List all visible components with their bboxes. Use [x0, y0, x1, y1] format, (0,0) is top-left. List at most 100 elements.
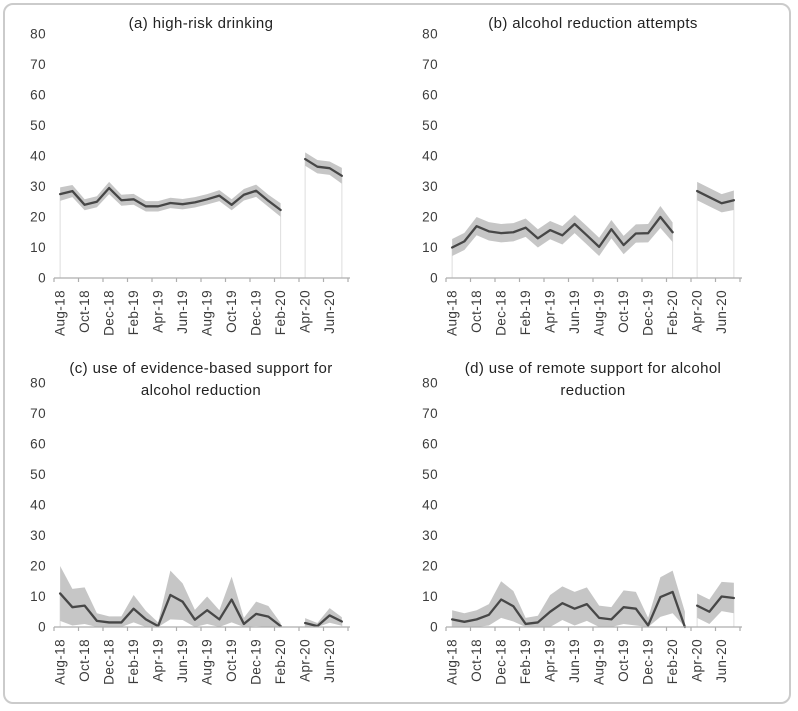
x-axis-tick-label: Aug-19	[200, 290, 215, 336]
y-axis-tick-label: 60	[30, 88, 46, 103]
panel-remote-support: (d) use of remote support for alcohol red…	[398, 355, 790, 704]
x-axis-tick-label: Dec-19	[641, 639, 656, 685]
x-axis-tick-label: Oct-19	[616, 639, 631, 682]
confidence-band	[697, 181, 734, 213]
x-axis-tick-label: Dec-19	[641, 290, 656, 336]
y-axis-tick-label: 70	[422, 406, 438, 421]
y-axis-tick-label: 20	[30, 558, 46, 573]
x-axis-tick-label: Dec-18	[102, 290, 117, 336]
chart-b: (b) alcohol reduction attempts 0 10 20 30 40 5…	[422, 15, 742, 336]
trend-line	[303, 157, 344, 177]
x-axis-tick-label: Oct-18	[77, 290, 92, 333]
trend-line	[58, 186, 282, 212]
panel-title: (d) use of remote support for alcohol	[465, 360, 722, 377]
x-axis-tick-label: Oct-18	[469, 639, 484, 682]
y-axis-tick-label: 80	[422, 375, 438, 390]
x-axis-tick-label: Aug-19	[200, 639, 215, 685]
y-axis-tick-label: 50	[30, 118, 46, 133]
x-axis-tick-label: Feb-19	[518, 290, 533, 335]
trend-line	[58, 591, 282, 627]
y-axis-tick-label: 10	[422, 589, 438, 604]
y-axis-tick-label: 0	[430, 619, 438, 634]
x-axis-tick-label: Aug-19	[592, 639, 607, 685]
y-axis-tick-label: 80	[422, 27, 438, 42]
y-axis-tick-label: 70	[30, 406, 46, 421]
panel-grid: (a) high-risk drinking 0 10 20 30 40 50 60 70 80 A…	[6, 6, 790, 703]
x-axis-tick-label: Dec-19	[249, 639, 264, 685]
x-axis-tick-label: Dec-18	[494, 290, 509, 336]
x-axis-tick-label: Jun-20	[714, 290, 729, 334]
x-axis-tick-label: Feb-20	[665, 639, 680, 684]
x-axis-tick-label: Jun-19	[175, 639, 190, 683]
chart-a: (a) high-risk drinking 0 10 20 30 40 50 60 70 80 A…	[30, 15, 350, 336]
y-axis-tick-label: 0	[430, 271, 438, 286]
chart-d: (d) use of remote support for alcohol red…	[422, 360, 742, 685]
y-axis-tick-label: 30	[30, 528, 46, 543]
panel-title: (b) alcohol reduction attempts	[488, 15, 698, 32]
panel-title: reduction	[560, 382, 625, 399]
y-axis-tick-label: 80	[30, 27, 46, 42]
y-axis-tick-label: 50	[422, 118, 438, 133]
trend-line	[450, 215, 674, 249]
x-axis-tick-label: Dec-19	[249, 290, 264, 336]
x-axis-tick-label: Apr-19	[543, 639, 558, 682]
y-axis-tick-label: 60	[422, 436, 438, 451]
y-axis-tick-label: 20	[30, 210, 46, 225]
y-axis-tick-label: 10	[422, 240, 438, 255]
y-axis-tick-label: 40	[422, 149, 438, 164]
x-axis-tick-label: Apr-20	[690, 639, 705, 682]
x-axis-tick-label: Apr-20	[298, 639, 313, 682]
confidence-band	[452, 570, 685, 627]
y-axis-tick-label: 50	[30, 467, 46, 482]
y-axis-tick-label: 10	[30, 240, 46, 255]
trend-line	[695, 189, 736, 205]
confidence-band	[60, 181, 281, 217]
y-axis-tick-label: 70	[422, 57, 438, 72]
y-axis-tick-label: 30	[422, 179, 438, 194]
x-axis-tick-label: Feb-20	[273, 290, 288, 335]
y-axis-tick-label: 20	[422, 558, 438, 573]
y-axis-tick-label: 30	[422, 528, 438, 543]
y-axis-tick-label: 30	[30, 179, 46, 194]
y-axis-tick-label: 80	[30, 375, 46, 390]
panel-title: (a) high-risk drinking	[129, 15, 274, 32]
confidence-band	[305, 607, 342, 627]
x-axis-tick-label: Dec-18	[102, 639, 117, 685]
y-axis-tick-label: 0	[38, 271, 46, 286]
x-axis-tick-label: Oct-18	[469, 290, 484, 333]
x-axis-tick-label: Oct-19	[224, 639, 239, 682]
x-axis-tick-label: Feb-19	[126, 639, 141, 684]
x-axis-tick-label: Oct-18	[77, 639, 92, 682]
x-axis-tick-label: Aug-18	[53, 639, 68, 685]
x-axis-tick-label: Apr-19	[151, 290, 166, 333]
x-axis-tick-label: Aug-18	[445, 290, 460, 336]
trend-line	[303, 613, 344, 627]
y-axis-tick-label: 20	[422, 210, 438, 225]
x-axis-tick-label: Aug-18	[445, 639, 460, 685]
x-axis-tick-label: Jun-20	[714, 639, 729, 683]
x-axis-tick-label: Feb-19	[518, 639, 533, 684]
x-axis-tick-label: Feb-19	[126, 290, 141, 335]
x-axis-tick-label: Apr-20	[298, 290, 313, 333]
x-axis-tick-label: Jun-20	[322, 290, 337, 334]
y-axis-tick-label: 70	[30, 57, 46, 72]
trend-line	[450, 590, 687, 628]
panel-high-risk-drinking: (a) high-risk drinking 0 10 20 30 40 50 60 70 80 A…	[6, 6, 398, 355]
chart-c: (c) use of evidence-based support for alc…	[30, 360, 350, 685]
confidence-band	[452, 206, 673, 257]
x-axis-tick-label: Aug-19	[592, 290, 607, 336]
x-axis-tick-label: Feb-20	[273, 639, 288, 684]
panel-title: (c) use of evidence-based support for	[69, 360, 332, 377]
panel-alcohol-reduction-attempts: (b) alcohol reduction attempts 0 10 20 30 40 5…	[398, 6, 790, 355]
trend-line	[695, 594, 736, 613]
x-axis-tick-label: Jun-19	[567, 639, 582, 683]
y-axis-tick-label: 60	[30, 436, 46, 451]
x-axis-tick-label: Apr-20	[690, 290, 705, 333]
x-axis-tick-label: Apr-19	[543, 290, 558, 333]
y-axis-tick-label: 60	[422, 88, 438, 103]
y-axis-tick-label: 10	[30, 589, 46, 604]
x-axis-tick-label: Jun-19	[567, 290, 582, 334]
y-axis-tick-label: 40	[30, 497, 46, 512]
x-axis-tick-label: Aug-18	[53, 290, 68, 336]
